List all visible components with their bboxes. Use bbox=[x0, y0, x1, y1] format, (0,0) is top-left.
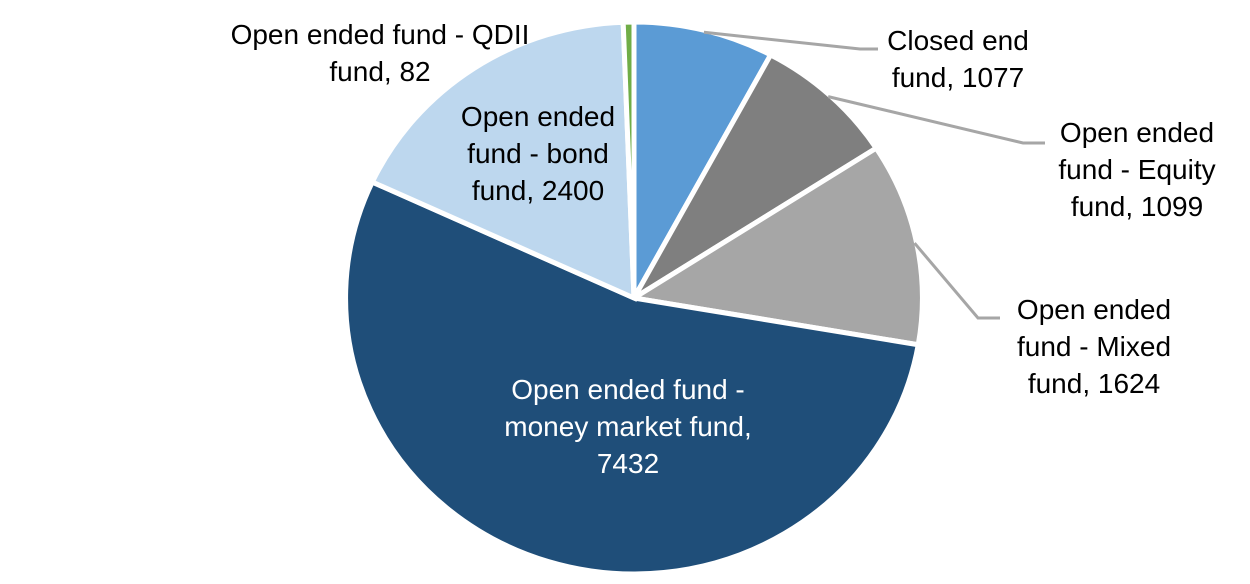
label-line: fund, 82 bbox=[329, 56, 431, 87]
leader-line-closed-end bbox=[703, 30, 878, 51]
leader-lines bbox=[703, 30, 1045, 320]
pie-slice-equity: Open ended fund - Equity fund, 1099 bbox=[631, 51, 880, 301]
leader-line-equity bbox=[827, 95, 1045, 145]
label-line: fund - Equity bbox=[1058, 154, 1216, 185]
pie-slice-money-market: Open ended fund - money market fund, 743… bbox=[343, 178, 922, 577]
label-line: fund, 1624 bbox=[1027, 368, 1161, 399]
label-line: fund, 2400 bbox=[471, 175, 605, 206]
label-line: Open ended bbox=[460, 101, 616, 132]
pie-slice-closed-end: Closed end fund, 1077 bbox=[631, 19, 775, 308]
label-line: Open ended fund - bbox=[511, 374, 745, 405]
label-open-ended-fund-equity: Open ended fund - Equity fund, 1099 bbox=[1058, 114, 1215, 225]
label-line: fund, 1099 bbox=[1070, 191, 1204, 222]
label-open-ended-fund-bond: Open ended fund - bond fund, 2400 bbox=[461, 98, 615, 209]
label-line: fund, 1077 bbox=[891, 62, 1025, 93]
label-line: Open ended fund - QDII bbox=[230, 19, 530, 50]
leader-line-mixed bbox=[913, 242, 1000, 320]
label-line: Closed end bbox=[887, 25, 1029, 56]
pie-slice-mixed: Open ended fund - Mixed fund, 1624 bbox=[627, 144, 925, 348]
label-line: fund - bond bbox=[467, 138, 609, 169]
label-closed-end-fund: Closed end fund, 1077 bbox=[887, 22, 1029, 96]
label-open-ended-fund-money-market: Open ended fund - money market fund, 743… bbox=[504, 371, 751, 482]
label-line: 7432 bbox=[596, 448, 660, 479]
label-line: Open ended bbox=[1059, 117, 1215, 148]
label-line: money market fund, bbox=[504, 411, 752, 442]
label-open-ended-fund-qdii: Open ended fund - QDII fund, 82 bbox=[231, 16, 530, 90]
label-line: Open ended bbox=[1016, 294, 1172, 325]
pie-slice-bond: Open ended fund - bond fund, 2400 bbox=[368, 19, 637, 302]
label-open-ended-fund-mixed: Open ended fund - Mixed fund, 1624 bbox=[1017, 291, 1171, 402]
label-line: fund - Mixed bbox=[1016, 331, 1172, 362]
pie-slice-qdii: Open ended fund - QDII fund, 82 bbox=[620, 19, 637, 299]
